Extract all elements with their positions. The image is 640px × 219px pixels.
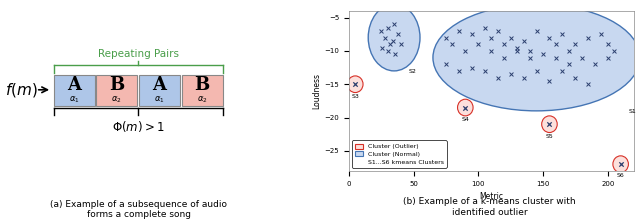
Text: S1: S1 bbox=[628, 109, 636, 114]
Point bbox=[545, 122, 555, 126]
Point bbox=[506, 72, 516, 76]
Point bbox=[577, 56, 587, 59]
Point bbox=[545, 36, 555, 39]
Legend: Cluster (Outlier), Cluster (Normal), S1...S6 kmeans Clusters: Cluster (Outlier), Cluster (Normal), S1.… bbox=[352, 140, 447, 168]
Text: $\alpha_1$: $\alpha_1$ bbox=[68, 95, 79, 105]
Point bbox=[447, 42, 458, 46]
Point bbox=[460, 49, 470, 53]
Point bbox=[479, 69, 490, 73]
Point bbox=[551, 56, 561, 59]
Text: A: A bbox=[67, 76, 81, 94]
FancyBboxPatch shape bbox=[139, 75, 180, 106]
Text: S5: S5 bbox=[545, 134, 554, 138]
Text: $\Phi(m) > 1$: $\Phi(m) > 1$ bbox=[112, 118, 164, 134]
Ellipse shape bbox=[541, 116, 557, 132]
Point bbox=[596, 32, 606, 36]
Point bbox=[603, 42, 613, 46]
Point bbox=[589, 62, 600, 66]
Ellipse shape bbox=[368, 4, 420, 71]
Text: S6: S6 bbox=[617, 173, 625, 178]
Point bbox=[385, 42, 396, 46]
Point bbox=[616, 162, 626, 166]
Point bbox=[518, 39, 529, 43]
Point bbox=[506, 36, 516, 39]
Point bbox=[499, 56, 509, 59]
Text: $f(m)$: $f(m)$ bbox=[4, 81, 38, 99]
Text: S2: S2 bbox=[408, 69, 416, 74]
Point bbox=[441, 62, 451, 66]
Point bbox=[512, 46, 522, 49]
Text: B: B bbox=[109, 76, 124, 94]
Y-axis label: Loudness: Loudness bbox=[312, 73, 321, 109]
Point bbox=[609, 49, 620, 53]
Point bbox=[479, 26, 490, 29]
Point bbox=[583, 83, 593, 86]
Point bbox=[486, 49, 497, 53]
Ellipse shape bbox=[458, 99, 473, 116]
Point bbox=[389, 23, 399, 26]
Text: S3: S3 bbox=[351, 94, 359, 99]
Point bbox=[467, 66, 477, 69]
Ellipse shape bbox=[433, 4, 640, 111]
FancyBboxPatch shape bbox=[96, 75, 138, 106]
Point bbox=[545, 79, 555, 83]
Text: $\alpha_1$: $\alpha_1$ bbox=[154, 95, 165, 105]
Text: (a) Example of a subsequence of audio
forms a complete song: (a) Example of a subsequence of audio fo… bbox=[51, 200, 227, 219]
Point bbox=[557, 32, 568, 36]
Point bbox=[557, 69, 568, 73]
Point bbox=[383, 26, 393, 29]
Point bbox=[454, 29, 464, 33]
Point bbox=[376, 29, 387, 33]
Point bbox=[380, 36, 390, 39]
Point bbox=[493, 76, 503, 79]
Point bbox=[518, 76, 529, 79]
Point bbox=[564, 62, 574, 66]
Text: A: A bbox=[152, 76, 166, 94]
Point bbox=[378, 46, 388, 49]
Text: S4: S4 bbox=[461, 117, 469, 122]
Ellipse shape bbox=[348, 76, 363, 93]
Text: (b) Example of a k-means cluster with
identified outlier: (b) Example of a k-means cluster with id… bbox=[403, 197, 576, 217]
Point bbox=[570, 42, 580, 46]
Point bbox=[467, 32, 477, 36]
Point bbox=[603, 56, 613, 59]
Point bbox=[499, 42, 509, 46]
Text: $\alpha_2$: $\alpha_2$ bbox=[111, 95, 122, 105]
Point bbox=[393, 32, 403, 36]
Point bbox=[390, 53, 401, 56]
Point bbox=[388, 39, 398, 43]
Point bbox=[383, 49, 393, 53]
Text: $\alpha_2$: $\alpha_2$ bbox=[197, 95, 207, 105]
Point bbox=[441, 36, 451, 39]
Point bbox=[525, 49, 535, 53]
FancyBboxPatch shape bbox=[54, 75, 95, 106]
Point bbox=[454, 69, 464, 73]
Point bbox=[564, 49, 574, 53]
Point bbox=[531, 29, 541, 33]
Point bbox=[512, 49, 522, 53]
FancyBboxPatch shape bbox=[182, 75, 223, 106]
Ellipse shape bbox=[613, 156, 628, 173]
Point bbox=[525, 56, 535, 59]
Point bbox=[531, 69, 541, 73]
X-axis label: Metric: Metric bbox=[479, 192, 503, 201]
Point bbox=[486, 36, 497, 39]
Text: Repeating Pairs: Repeating Pairs bbox=[98, 49, 179, 59]
Point bbox=[396, 42, 406, 46]
Point bbox=[583, 36, 593, 39]
Point bbox=[493, 29, 503, 33]
Point bbox=[473, 42, 483, 46]
Point bbox=[551, 42, 561, 46]
Point bbox=[570, 76, 580, 79]
Point bbox=[460, 106, 470, 109]
Text: B: B bbox=[195, 76, 210, 94]
Point bbox=[350, 83, 360, 86]
Point bbox=[538, 53, 548, 56]
